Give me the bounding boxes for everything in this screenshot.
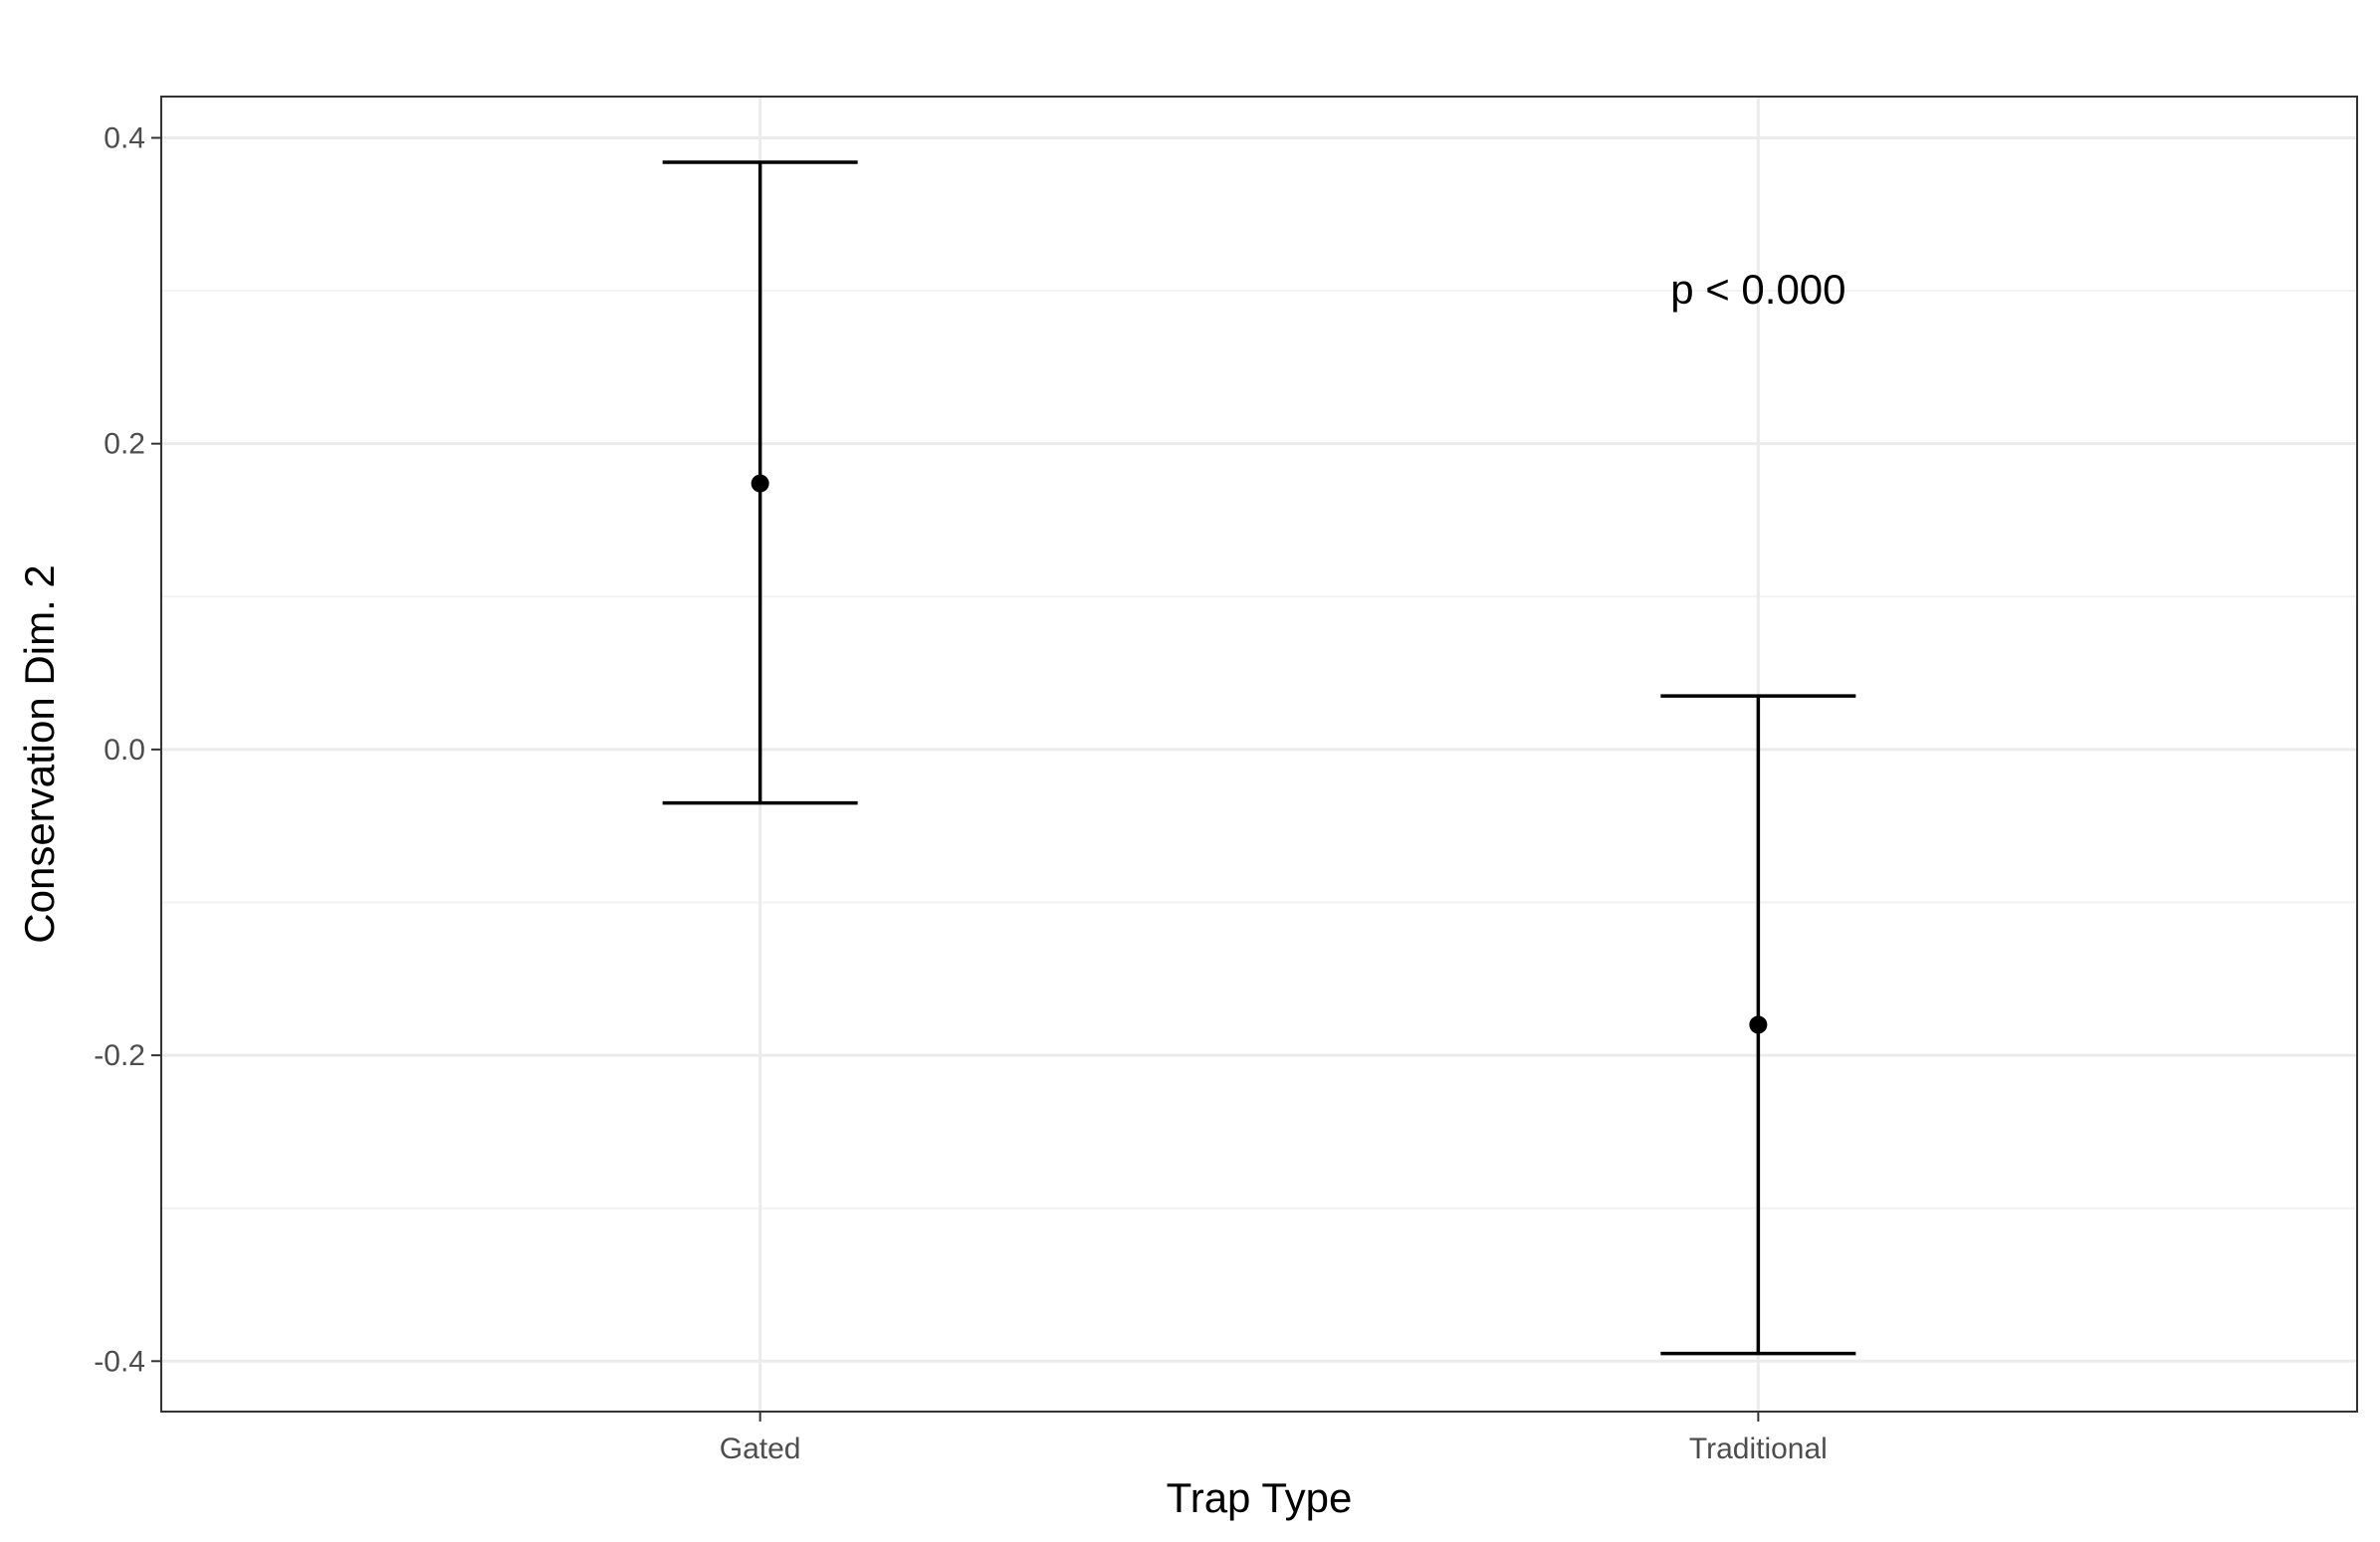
y-axis-tick-labels: -0.4 -0.2 0.0 0.2 0.4 bbox=[94, 121, 145, 1378]
x-tick-label: Gated bbox=[720, 1432, 801, 1465]
x-axis-title: Trap Type bbox=[1167, 1474, 1353, 1521]
x-tick-label: Traditional bbox=[1689, 1432, 1828, 1465]
y-axis-title: Conservation Dim. 2 bbox=[16, 564, 63, 943]
error-bars bbox=[662, 160, 1856, 1356]
mean-point bbox=[1749, 1015, 1768, 1034]
mean-point bbox=[751, 474, 769, 493]
p-value-annotation: p < 0.000 bbox=[1670, 266, 1845, 313]
panel-border bbox=[160, 96, 2358, 1413]
y-tick-label: 0.4 bbox=[104, 121, 145, 154]
minor-gridlines bbox=[161, 290, 2357, 1210]
y-tick-label: 0.2 bbox=[104, 428, 145, 461]
y-tick-label: -0.2 bbox=[94, 1039, 145, 1072]
axis-ticks bbox=[151, 136, 1760, 1422]
major-gridlines bbox=[161, 97, 2357, 1412]
x-axis-tick-labels: Gated Traditional bbox=[720, 1432, 1828, 1465]
y-tick-label: 0.0 bbox=[104, 734, 145, 767]
y-tick-label: -0.4 bbox=[94, 1345, 145, 1378]
